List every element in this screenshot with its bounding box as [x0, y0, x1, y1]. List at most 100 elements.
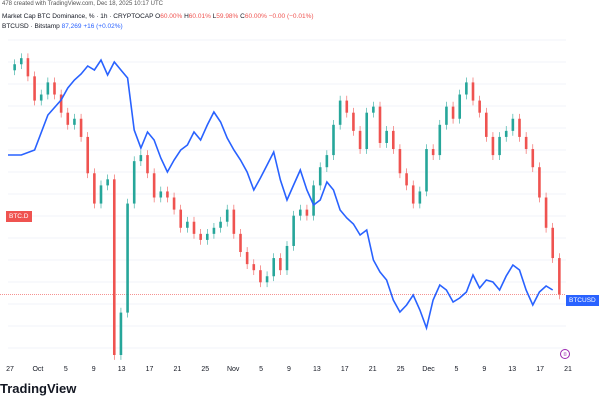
x-axis-tick-label: 5 [454, 366, 458, 373]
candle-body [152, 173, 156, 198]
candle-body [79, 118, 83, 137]
candle-body [112, 179, 116, 355]
candle-body [86, 136, 90, 174]
candle-body [225, 209, 229, 222]
candle-body [232, 209, 236, 234]
candle-body [425, 149, 428, 192]
series-change-btcusd: +16 (+0.02%) [83, 23, 123, 30]
x-axis-tick-label: 21 [369, 366, 377, 373]
candle-body [438, 124, 442, 156]
candle-body [239, 233, 242, 253]
x-axis-tick-label: 17 [536, 366, 544, 373]
candle-body [484, 112, 488, 137]
candle-body [119, 312, 123, 355]
candle-body [46, 82, 50, 95]
x-axis-tick-label: Dec [422, 366, 435, 373]
btc-dominance-candles [13, 53, 561, 360]
candle-body [159, 191, 163, 198]
candle-body [93, 173, 96, 204]
candle-body [146, 155, 149, 174]
x-axis-ticks: 27 Oct 5 9 13 17 21 25 Nov 5 9 13 17 21 25 Dec 5 9 13 17 21 [6, 366, 572, 373]
candle-body [365, 112, 369, 150]
candle-body [139, 155, 143, 162]
candle-body [166, 191, 169, 198]
candle-body [298, 209, 302, 216]
candle-body [524, 136, 528, 150]
x-axis-tick-label: 5 [64, 366, 68, 373]
candle-body [405, 173, 408, 186]
candle-body [132, 161, 136, 204]
ohlc-low-value: 59.98% [216, 13, 239, 20]
event-marker-icon[interactable]: ¤ [560, 349, 570, 359]
chart-meta-text: 478 created with TradingView.com, Dec 18… [2, 1, 163, 7]
x-axis-tick-label: 9 [287, 366, 291, 373]
candle-body [53, 82, 56, 95]
chart-header: 478 created with TradingView.com, Dec 18… [0, 0, 600, 36]
candle-body [59, 94, 63, 113]
candle-body [259, 270, 262, 283]
candle-body [26, 58, 30, 77]
candle-body [465, 82, 468, 95]
candle-body [33, 76, 36, 101]
candle-body [558, 258, 561, 295]
candle-body [358, 130, 362, 150]
candle-body [272, 258, 276, 277]
x-axis-tick-label: 13 [313, 366, 321, 373]
candle-body [39, 94, 43, 101]
series-legend-btc-dominance[interactable]: Market Cap BTC Dominance, % · 1h · CRYPT… [2, 13, 314, 20]
x-axis-tick-label: Nov [227, 366, 240, 373]
candle-body [431, 149, 435, 156]
x-axis-tick-label: Oct [32, 366, 43, 373]
candle-body [292, 215, 295, 246]
candle-body [378, 106, 382, 143]
candle-body [338, 100, 342, 125]
candle-body [212, 227, 216, 234]
ohlc-close-label: C [240, 13, 245, 20]
candle-body [551, 227, 555, 259]
x-axis-tick-label: 9 [482, 366, 486, 373]
ohlc-high-label: H [184, 13, 189, 20]
candle-body [285, 245, 289, 271]
candle-body [252, 264, 256, 271]
series-change-btc-dominance: −0.00 (−0.01%) [268, 13, 314, 20]
candle-body [345, 100, 349, 113]
ohlc-low-label: L [212, 13, 217, 20]
x-axis-tick-label: 13 [118, 366, 126, 373]
candle-body [544, 197, 548, 228]
x-axis-tick-label: 17 [146, 366, 154, 373]
candle-body [19, 58, 23, 65]
candle-body [352, 112, 355, 131]
candle-body [179, 209, 183, 228]
candle-body [325, 155, 329, 168]
candle-body [13, 64, 16, 71]
candle-body [372, 106, 375, 113]
candle-body [411, 185, 415, 204]
candle-body [245, 252, 249, 265]
x-axis-tick-label: 27 [6, 366, 14, 373]
candle-body [458, 94, 462, 119]
x-axis-tick-label: 25 [397, 366, 405, 373]
candle-body [99, 185, 103, 204]
series-legend-btcusd[interactable]: BTCUSD · Bitstamp 87,269 +16 (+0.02%) [2, 23, 123, 30]
x-axis-tick-label: 17 [341, 366, 349, 373]
candle-body [106, 179, 109, 186]
tradingview-logo: TradingView [0, 378, 120, 400]
candle-body [265, 276, 269, 283]
candle-body [186, 221, 189, 228]
series-name-btcusd: BTCUSD · Bitstamp [2, 23, 60, 30]
candle-body [504, 130, 508, 137]
candle-body [538, 167, 541, 198]
ohlc-open-value: 60.00% [160, 13, 183, 20]
ohlc-high-value: 60.01% [188, 13, 211, 20]
candle-body [391, 130, 395, 150]
candle-body [498, 136, 501, 156]
candle-body [192, 221, 196, 234]
candle-body [205, 233, 209, 240]
candle-body [312, 185, 315, 216]
candle-body [66, 112, 70, 125]
candle-body [199, 233, 202, 240]
candle-body [73, 118, 76, 125]
x-axis-tick-label: 9 [92, 366, 96, 373]
candle-body [126, 203, 129, 313]
